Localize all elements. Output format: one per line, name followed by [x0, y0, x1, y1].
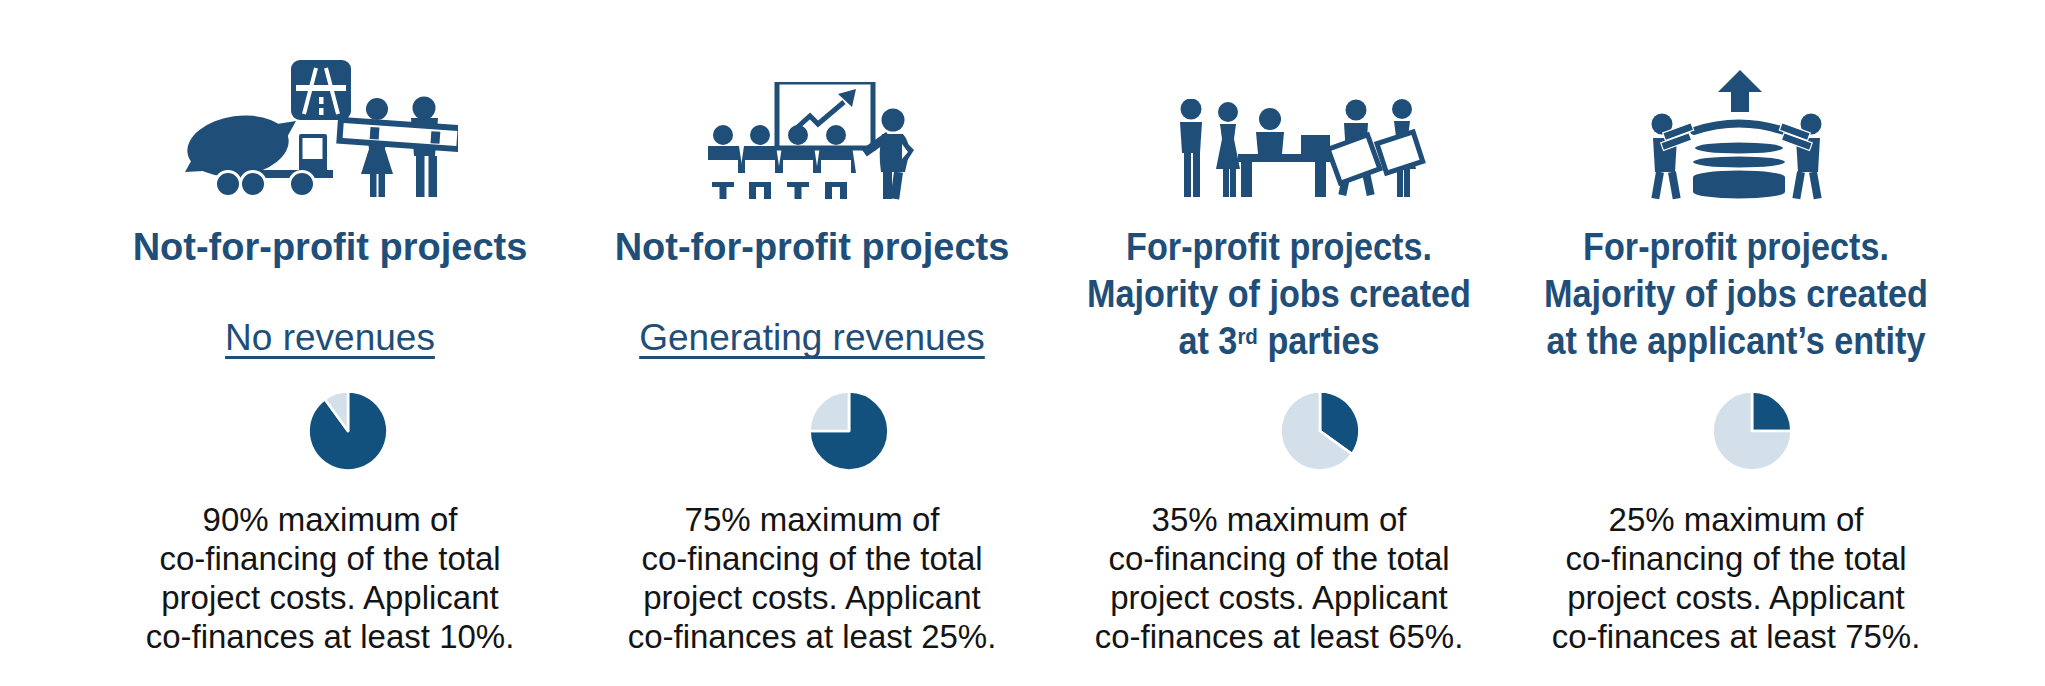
pie-chart-25-75: [1710, 389, 1794, 473]
column-title: Not-for-profit projects: [562, 224, 1062, 271]
column-title: Not-for-profit projects: [80, 224, 580, 271]
column-description: 90% maximum of co-financing of the total…: [80, 500, 580, 656]
people-lifting-growth-icon: [1486, 55, 1986, 200]
pie-chart-35-65: [1278, 389, 1362, 473]
pie-chart-90-10: [306, 389, 390, 473]
column-description: 75% maximum of co-financing of the total…: [562, 500, 1062, 656]
training-presentation-icon: [562, 55, 1062, 200]
construction-icon: [71, 55, 571, 200]
pie-chart-75-25: [807, 389, 891, 473]
column-subtitle: No revenues: [80, 316, 580, 360]
column-title: For-profit projects. Majority of jobs cr…: [1054, 224, 1504, 370]
column-description: 25% maximum of co-financing of the total…: [1486, 500, 1986, 656]
infographic-co-financing: Not-for-profit projects No revenues 90% …: [0, 0, 2045, 686]
column-description: 35% maximum of co-financing of the total…: [1029, 500, 1529, 656]
column-subtitle: Generating revenues: [562, 316, 1062, 360]
team-meeting-icon: [1051, 55, 1551, 200]
column-title: For-profit projects. Majority of jobs cr…: [1511, 224, 1961, 365]
